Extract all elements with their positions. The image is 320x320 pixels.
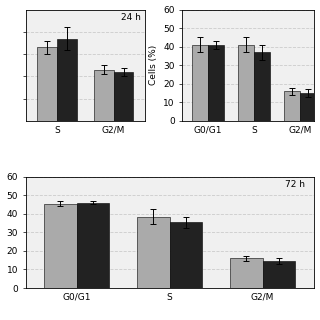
Bar [192, 45, 208, 121]
Bar [300, 93, 316, 121]
Bar [57, 38, 77, 121]
Bar [44, 204, 77, 288]
Bar [208, 45, 224, 121]
Text: 72 h: 72 h [285, 180, 305, 189]
Bar [37, 47, 57, 121]
Y-axis label: Cells (%): Cells (%) [149, 45, 158, 85]
Text: 24 h: 24 h [121, 13, 141, 22]
Bar [254, 52, 270, 121]
Bar [137, 217, 170, 288]
Bar [230, 258, 262, 288]
Bar [262, 261, 295, 288]
Bar [238, 45, 254, 121]
Y-axis label: Cells (%): Cells (%) [0, 212, 1, 252]
Bar [170, 222, 202, 288]
Bar [284, 91, 300, 121]
Bar [94, 70, 114, 121]
Bar [114, 72, 133, 121]
Bar [77, 203, 109, 288]
